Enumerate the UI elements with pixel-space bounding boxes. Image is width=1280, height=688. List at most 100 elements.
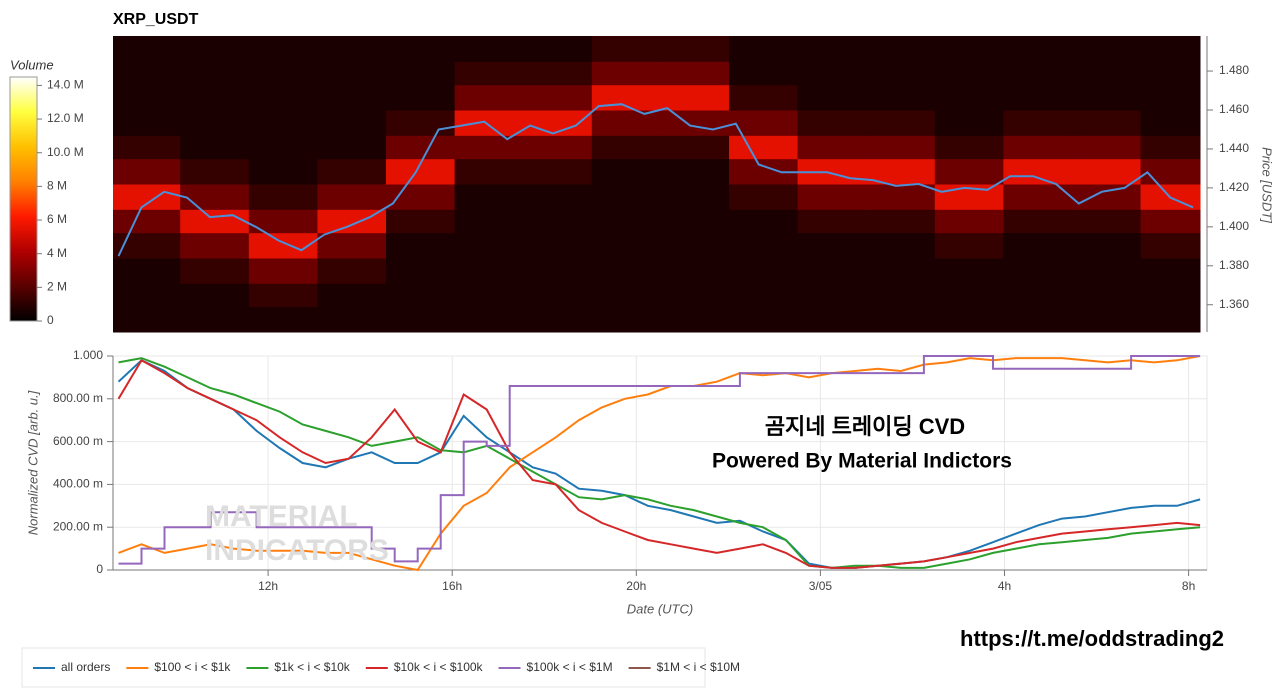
heatmap-cell bbox=[113, 283, 181, 308]
y-axis-label: Normalized CVD [arb. u.] bbox=[25, 390, 40, 535]
y-tick-label: 1.440 bbox=[1219, 141, 1249, 155]
heatmap-cell bbox=[1003, 61, 1073, 86]
x-tick-label: 16h bbox=[442, 579, 462, 593]
heatmap-cell bbox=[591, 158, 661, 185]
heatmap-cell bbox=[1140, 158, 1201, 185]
heatmap-cell bbox=[248, 283, 318, 308]
heatmap-cell bbox=[797, 110, 867, 136]
legend-label: $10k < i < $100k bbox=[394, 660, 484, 674]
colorbar-tick-label: 0 bbox=[47, 313, 54, 327]
heatmap-cell bbox=[1003, 158, 1073, 185]
heatmap-cell bbox=[934, 232, 1004, 259]
heatmap-cell bbox=[660, 84, 730, 111]
heatmap-cell bbox=[934, 158, 1004, 185]
heatmap-cell bbox=[248, 36, 318, 62]
heatmap-cell bbox=[1140, 258, 1201, 284]
legend-label: $100k < i < $1M bbox=[527, 660, 613, 674]
colorbar-title: Volume bbox=[10, 57, 54, 72]
heatmap-cell bbox=[1140, 232, 1201, 259]
heatmap-cell bbox=[728, 306, 799, 333]
series-line bbox=[117, 358, 1201, 569]
heatmap-cell bbox=[1140, 135, 1201, 160]
heatmap-cell bbox=[248, 110, 318, 136]
heatmap-cell bbox=[1003, 306, 1073, 333]
heatmap-cell bbox=[660, 258, 730, 284]
x-tick-label: 4h bbox=[998, 579, 1011, 593]
heatmap-cell bbox=[180, 184, 250, 210]
heatmap-cell bbox=[728, 135, 799, 160]
y-tick-label: 1.420 bbox=[1219, 180, 1249, 194]
heatmap-cell bbox=[248, 209, 318, 234]
heatmap-cell bbox=[317, 184, 387, 210]
heatmap-cell bbox=[386, 306, 456, 333]
heatmap-cell bbox=[1140, 36, 1201, 62]
heatmap-cell bbox=[1003, 135, 1073, 160]
heatmap-cell bbox=[1071, 283, 1142, 308]
heatmap-cell bbox=[1071, 36, 1142, 62]
heatmap-cell bbox=[454, 184, 524, 210]
heatmap-cell bbox=[660, 232, 730, 259]
heatmap-cell bbox=[248, 135, 318, 160]
heatmap-cell bbox=[317, 283, 387, 308]
heatmap-cell bbox=[1071, 135, 1142, 160]
heatmap-cell bbox=[180, 110, 250, 136]
x-tick-label: 12h bbox=[258, 579, 278, 593]
heatmap-cell bbox=[866, 61, 936, 86]
heatmap-cell bbox=[797, 258, 867, 284]
heatmap-cell bbox=[248, 306, 318, 333]
heatmap-cell bbox=[386, 258, 456, 284]
heatmap-cell bbox=[523, 258, 593, 284]
heatmap-cell bbox=[386, 135, 456, 160]
legend-label: $100 < i < $1k bbox=[154, 660, 231, 674]
legend-label: $1M < i < $10M bbox=[657, 660, 740, 674]
heatmap-cell bbox=[728, 209, 799, 234]
heatmap-cell bbox=[248, 84, 318, 111]
heatmap-cell bbox=[317, 209, 387, 234]
heatmap-cell bbox=[113, 209, 181, 234]
heatmap-cell bbox=[1140, 110, 1201, 136]
heatmap-cell bbox=[1071, 61, 1142, 86]
heatmap-cell bbox=[317, 61, 387, 86]
heatmap-cell bbox=[797, 184, 867, 210]
heatmap-cell bbox=[386, 283, 456, 308]
heatmap-cell bbox=[660, 158, 730, 185]
heatmap-cell bbox=[523, 184, 593, 210]
colorbar-tick-label: 4 M bbox=[47, 246, 67, 260]
heatmap-cell bbox=[113, 61, 181, 86]
heatmap-cell bbox=[523, 61, 593, 86]
heatmap-cell bbox=[934, 36, 1004, 62]
watermark: INDICATORS bbox=[205, 534, 389, 567]
heatmap-cell bbox=[113, 110, 181, 136]
heatmap-cell bbox=[866, 36, 936, 62]
heatmap-cell bbox=[1003, 110, 1073, 136]
legend-label: $1k < i < $10k bbox=[274, 660, 350, 674]
heatmap-cell bbox=[113, 84, 181, 111]
heatmap-cell bbox=[866, 258, 936, 284]
heatmap-cell bbox=[1140, 61, 1201, 86]
heatmap-cell bbox=[317, 36, 387, 62]
y-tick-label: 1.360 bbox=[1219, 297, 1249, 311]
heatmap-cell bbox=[591, 306, 661, 333]
heatmap-cell bbox=[523, 36, 593, 62]
colorbar bbox=[9, 76, 38, 322]
link-text: https://t.me/oddstrading2 bbox=[960, 626, 1224, 651]
y-tick-label: 200.00 m bbox=[53, 519, 103, 533]
heatmap-cell bbox=[180, 258, 250, 284]
heatmap-cell bbox=[180, 36, 250, 62]
heatmap-cell bbox=[660, 61, 730, 86]
heatmap-cell bbox=[523, 158, 593, 185]
heatmap-cell bbox=[1071, 306, 1142, 333]
heatmap-cell bbox=[180, 158, 250, 185]
heatmap-cell bbox=[386, 61, 456, 86]
x-tick-label: 8h bbox=[1182, 579, 1195, 593]
heatmap-cell bbox=[934, 110, 1004, 136]
heatmap-cell bbox=[797, 232, 867, 259]
heatmap-cell bbox=[386, 36, 456, 62]
heatmap-cell bbox=[454, 135, 524, 160]
heatmap-cell bbox=[317, 258, 387, 284]
heatmap-cell bbox=[523, 283, 593, 308]
heatmap-cell bbox=[728, 258, 799, 284]
heatmap-cell bbox=[934, 209, 1004, 234]
heatmap-cell bbox=[1003, 258, 1073, 284]
